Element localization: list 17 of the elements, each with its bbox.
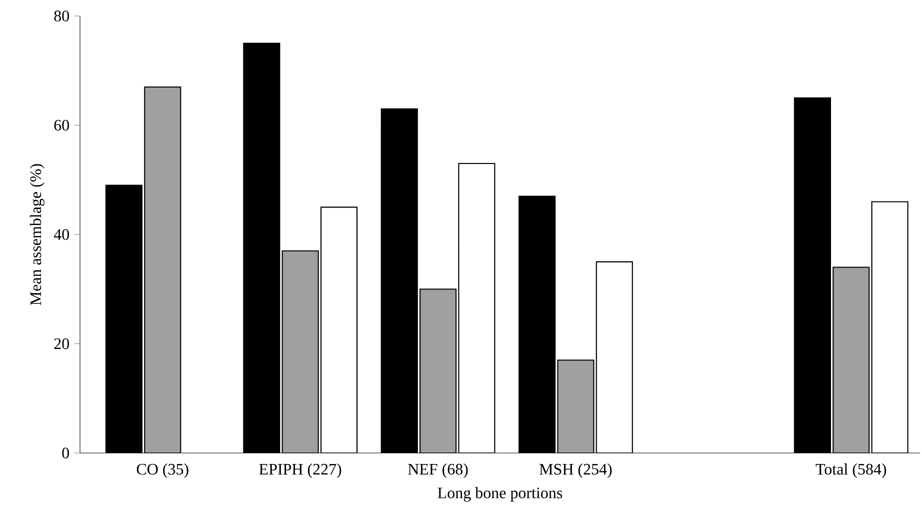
x-axis-title: Long bone portions: [438, 487, 562, 502]
x-tick-label: NEF (68): [408, 463, 468, 478]
y-tick-label: 60: [54, 120, 69, 131]
bar: [282, 250, 319, 453]
bar: [557, 360, 594, 453]
y-tick-label: 0: [62, 448, 69, 458]
y-tick-label: 40: [54, 229, 69, 240]
y-tick-label: 20: [54, 338, 69, 350]
bar: [144, 86, 182, 453]
y-tick-label: 80: [54, 10, 69, 22]
bar: [832, 266, 870, 453]
y-axis-title: Mean assemblage (%): [30, 164, 44, 306]
x-tick-label: EPIPH (227): [259, 463, 342, 478]
bar: [420, 288, 457, 453]
x-tick-label: CO (35): [136, 463, 188, 478]
x-tick-label: MSH (254): [540, 463, 612, 478]
x-tick-label: Total (584): [816, 463, 886, 478]
